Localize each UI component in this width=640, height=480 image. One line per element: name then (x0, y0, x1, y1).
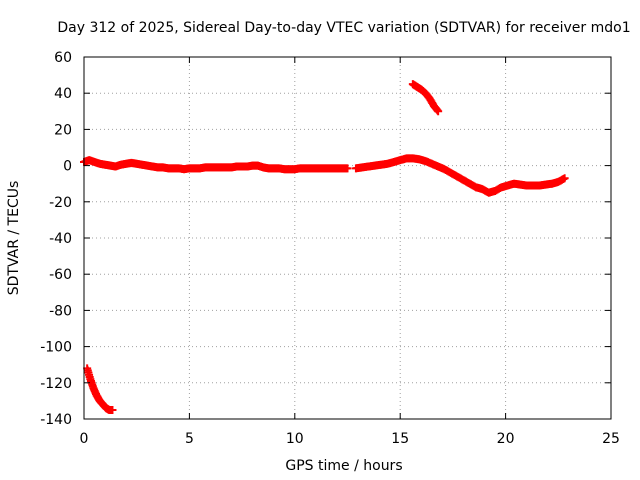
data-point (560, 174, 569, 183)
x-tick-label: 5 (185, 431, 194, 447)
y-tick-label: 40 (54, 86, 72, 102)
axis-ticks: 0 5 10 15 20 25 60 40 20 0 -20 -40 -60 -80 -100 -120 -14… (40, 50, 620, 447)
x-tick-label: 10 (286, 431, 304, 447)
x-tick-label: 0 (80, 431, 89, 447)
grid-lines (84, 57, 611, 419)
y-tick-label: -100 (40, 340, 72, 356)
data-point (108, 405, 117, 414)
chart-title: Day 312 of 2025, Sidereal Day-to-day VTE… (57, 20, 630, 36)
x-tick-label: 25 (602, 431, 620, 447)
y-tick-label: -120 (40, 376, 72, 392)
x-tick-label: 15 (391, 431, 409, 447)
plot-frame (83, 56, 612, 420)
data-point (343, 164, 352, 173)
y-tick-label: -40 (49, 231, 72, 247)
y-tick-label: -60 (49, 267, 72, 283)
y-tick-label: 20 (54, 122, 72, 138)
data-point (434, 107, 443, 116)
y-tick-label: -80 (49, 303, 72, 319)
y-tick-label: -20 (49, 195, 72, 211)
y-tick-label: 60 (54, 50, 72, 66)
x-tick-label: 20 (497, 431, 515, 447)
data-points (80, 80, 569, 414)
y-axis-label: SDTVAR / TECUs (6, 181, 22, 296)
y-tick-label: -140 (40, 412, 72, 428)
x-axis-label: GPS time / hours (285, 458, 402, 474)
y-tick-label: 0 (63, 159, 72, 175)
